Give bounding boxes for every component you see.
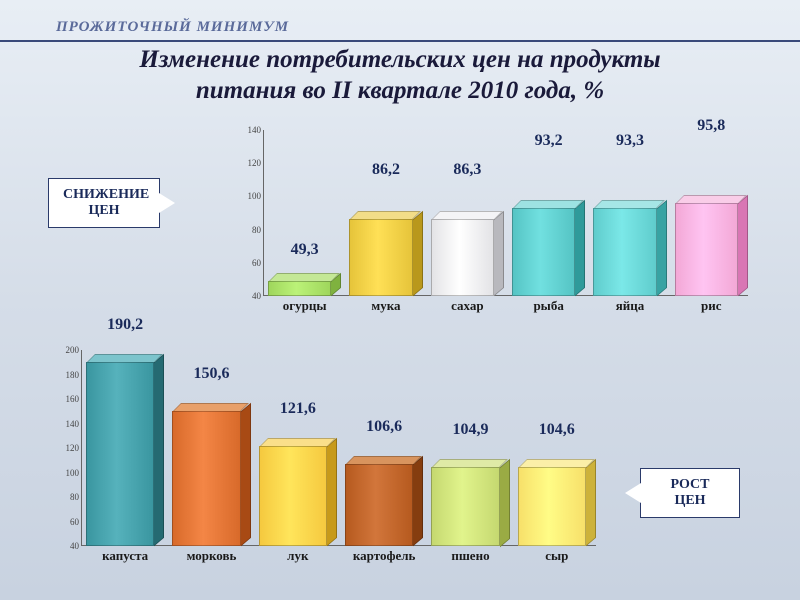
- bar-value-label: 49,3: [291, 241, 319, 259]
- bars-container: капуста190,2морковь150,6лук121,6картофел…: [86, 350, 596, 546]
- bar: яйца93,3: [593, 208, 666, 296]
- bar-value-label: 93,3: [616, 132, 644, 150]
- bar-category-label: мука: [371, 298, 400, 314]
- y-tick: 60: [252, 258, 261, 268]
- bar-value-label: 150,6: [193, 365, 229, 383]
- bar-value-label: 86,2: [372, 161, 400, 179]
- bar: пшено104,9: [431, 467, 509, 547]
- y-tick: 180: [66, 370, 80, 380]
- bar: лук121,6: [259, 446, 337, 546]
- title-line-1: Изменение потребительских цен на продукт…: [139, 46, 660, 73]
- y-tick: 80: [70, 492, 79, 502]
- callout-price-decrease: СНИЖЕНИЕ ЦЕН: [48, 178, 160, 228]
- y-tick: 40: [252, 291, 261, 301]
- bar: сыр104,6: [518, 467, 596, 546]
- bar-category-label: капуста: [102, 548, 148, 564]
- bar: капуста190,2: [86, 362, 164, 546]
- y-tick: 160: [66, 394, 80, 404]
- bar-category-label: рыба: [533, 298, 563, 314]
- title-line-2: питания во II квартале 2010 года, %: [196, 77, 604, 104]
- y-tick: 40: [70, 541, 79, 551]
- section-header: ПРОЖИТОЧНЫЙ МИНИМУМ: [0, 14, 800, 42]
- bar-category-label: картофель: [353, 548, 416, 564]
- bar-value-label: 95,8: [697, 117, 725, 135]
- chart-price-decrease: 406080100120140огурцы49,3мука86,2сахар86…: [238, 130, 748, 314]
- bar: рис95,8: [675, 203, 748, 296]
- bar-value-label: 190,2: [107, 316, 143, 334]
- callout-price-increase: РОСТ ЦЕН: [640, 468, 740, 518]
- bar-category-label: огурцы: [283, 298, 327, 314]
- y-tick: 100: [66, 468, 80, 478]
- page-title: Изменение потребительских цен на продукт…: [40, 44, 760, 107]
- bar-value-label: 106,6: [366, 418, 402, 436]
- bar-value-label: 93,2: [535, 132, 563, 150]
- chart-price-increase: 406080100120140160180200капуста190,2морк…: [56, 350, 596, 564]
- bar: морковь150,6: [172, 411, 250, 546]
- y-tick: 100: [248, 191, 262, 201]
- section-header-text: ПРОЖИТОЧНЫЙ МИНИМУМ: [56, 19, 289, 35]
- y-tick: 120: [66, 443, 80, 453]
- bar-category-label: пшено: [451, 548, 489, 564]
- bar-category-label: сыр: [545, 548, 568, 564]
- bar-category-label: морковь: [187, 548, 237, 564]
- y-tick: 140: [66, 419, 80, 429]
- y-axis: 406080100120140160180200: [56, 350, 82, 546]
- bar-value-label: 104,9: [452, 421, 488, 439]
- bar: рыба93,2: [512, 208, 585, 296]
- y-tick: 60: [70, 517, 79, 527]
- y-tick: 200: [66, 345, 80, 355]
- bar: сахар86,3: [431, 219, 504, 296]
- bar: картофель106,6: [345, 464, 423, 546]
- bar: огурцы49,3: [268, 281, 341, 296]
- bar: мука86,2: [349, 219, 422, 296]
- bar-category-label: яйца: [616, 298, 645, 314]
- bar-value-label: 104,6: [539, 421, 575, 439]
- y-axis: 406080100120140: [238, 130, 264, 296]
- y-tick: 120: [248, 158, 262, 168]
- bars-container: огурцы49,3 мука86,2сахар86,3рыба93,2яйца9…: [268, 130, 748, 296]
- bar-category-label: лук: [287, 548, 308, 564]
- bar-category-label: рис: [701, 298, 722, 314]
- y-tick: 140: [248, 125, 262, 135]
- bar-value-label: 86,3: [453, 161, 481, 179]
- y-tick: 80: [252, 225, 261, 235]
- bar-category-label: сахар: [451, 298, 484, 314]
- bar-value-label: 121,6: [280, 400, 316, 418]
